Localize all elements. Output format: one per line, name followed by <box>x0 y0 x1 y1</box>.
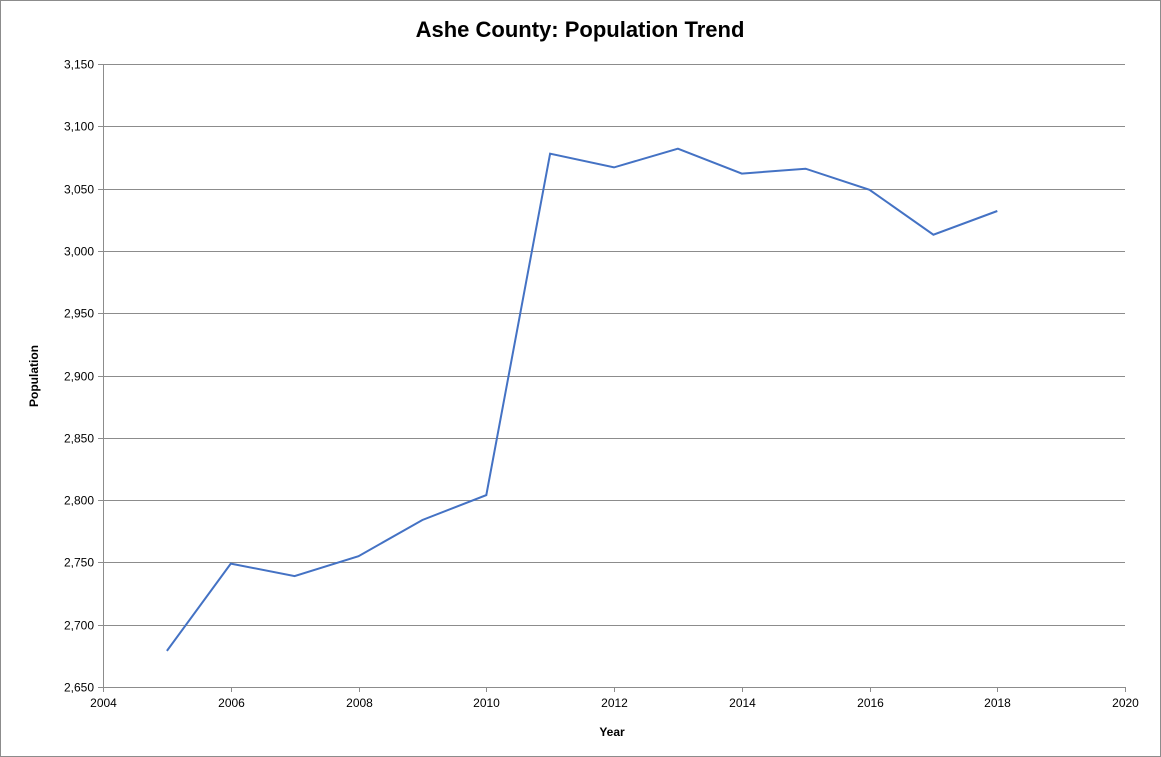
gridlines <box>103 64 1125 626</box>
y-tick-label: 2,950 <box>64 307 94 321</box>
series-layer <box>166 147 998 652</box>
y-tick-label: 2,650 <box>64 681 94 695</box>
x-tick-label: 2016 <box>857 696 884 710</box>
y-tick-label: 2,850 <box>64 432 94 446</box>
x-tick-label: 2010 <box>473 696 500 710</box>
x-tick-label: 2008 <box>346 696 373 710</box>
y-tick-label: 2,900 <box>64 370 94 384</box>
axes <box>98 64 1126 692</box>
x-tick-label: 2018 <box>984 696 1011 710</box>
x-tick-label: 2014 <box>729 696 756 710</box>
x-tick-label: 2020 <box>1112 696 1139 710</box>
y-axis-label: Population <box>27 345 41 407</box>
y-tick-label: 3,150 <box>64 58 94 72</box>
y-tick-label: 3,000 <box>64 245 94 259</box>
y-tick-labels: 2,650 2,700 2,750 2,800 2,850 2,900 2,950 3,000… <box>64 58 94 695</box>
chart-title: Ashe County: Population Trend <box>416 17 745 42</box>
y-tick-label: 2,800 <box>64 494 94 508</box>
x-axis-label: Year <box>599 725 625 739</box>
y-tick-label: 2,750 <box>64 556 94 570</box>
population-series-line <box>166 147 998 652</box>
y-tick-label: 2,700 <box>64 619 94 633</box>
x-tick-label: 2012 <box>601 696 628 710</box>
x-tick-labels: 2004 2006 2008 2010 2012 2014 2016 2018 2020 <box>90 696 1139 710</box>
x-tick-label: 2006 <box>218 696 245 710</box>
y-tick-label: 3,050 <box>64 183 94 197</box>
x-tick-label: 2004 <box>90 696 117 710</box>
y-tick-label: 3,100 <box>64 120 94 134</box>
